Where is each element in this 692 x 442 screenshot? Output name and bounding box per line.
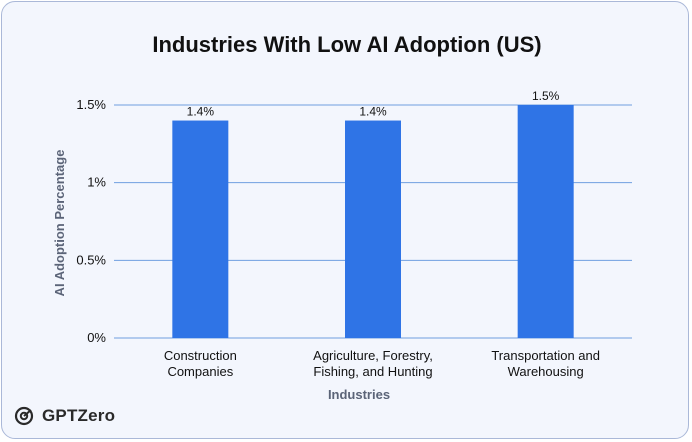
y-axis-label: AI Adoption Percentage <box>52 150 67 297</box>
data-label: 1.4% <box>359 105 387 119</box>
y-tick-label: 0.5% <box>76 252 106 267</box>
brand-name: GPTZero <box>42 406 116 425</box>
bar <box>172 120 229 339</box>
y-tick-label: 1% <box>87 175 106 190</box>
x-tick-label: Fishing, and Hunting <box>313 364 432 379</box>
x-tick-label: Warehousing <box>508 364 584 379</box>
chart-title: Industries With Low AI Adoption (US) <box>152 32 542 57</box>
bar <box>517 105 574 338</box>
gptzero-logo-icon <box>14 406 34 426</box>
x-tick-label: Companies <box>167 364 233 379</box>
x-axis-label: Industries <box>328 387 390 402</box>
data-label: 1.4% <box>187 105 215 119</box>
x-tick-label: Construction <box>164 348 237 363</box>
bar <box>345 120 401 339</box>
y-tick-label: 1.5% <box>76 97 106 112</box>
data-label: 1.5% <box>532 89 560 103</box>
x-tick-label: Transportation and <box>491 348 600 363</box>
y-tick-label: 0% <box>87 330 106 345</box>
x-tick-label: Agriculture, Forestry, <box>313 348 433 363</box>
brand-logo: GPTZero <box>14 406 115 426</box>
